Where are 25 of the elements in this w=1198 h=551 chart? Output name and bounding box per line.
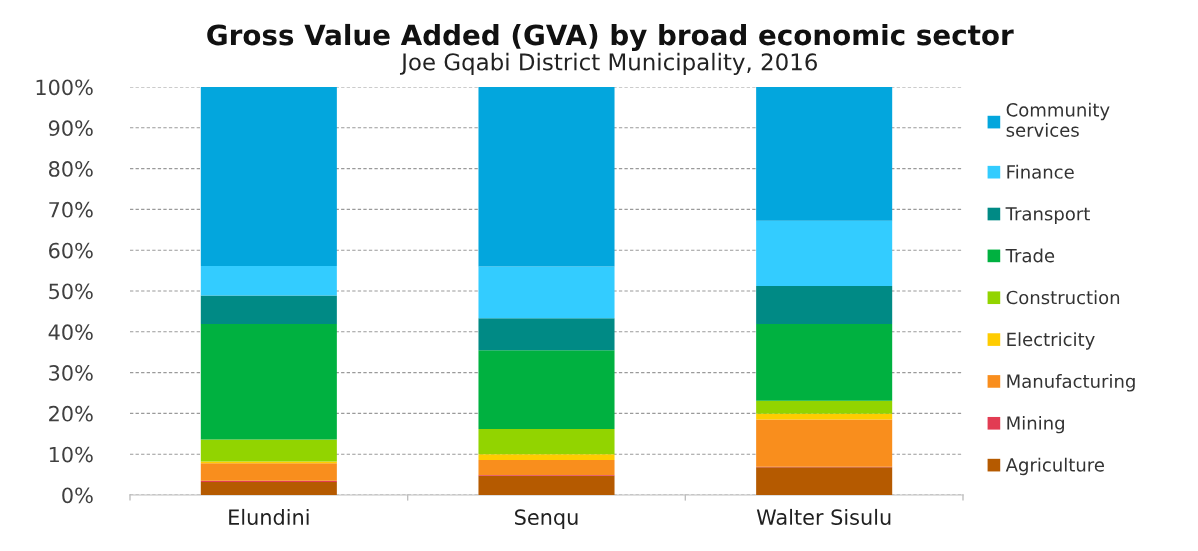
y-tick-label: 60%: [49, 242, 93, 259]
legend-label: Electricity: [1007, 332, 1095, 350]
legend-label: Trade: [1005, 248, 1055, 263]
y-tick-label: 0%: [62, 487, 93, 504]
legend-label: Mining: [1007, 415, 1064, 434]
y-tick-label: 70%: [49, 201, 93, 218]
chart-title: Gross Value Added (GVA) by broad economic sector: [207, 23, 1014, 52]
legend-label: Agriculture: [1005, 457, 1104, 476]
legend-label: Finance: [1007, 164, 1074, 179]
x-tick-label: Senqu: [515, 509, 578, 530]
y-tick-label: 20%: [49, 405, 93, 422]
x-tick-label: Walter Sisulu: [756, 508, 891, 526]
y-tick-label: 30%: [49, 365, 93, 381]
y-tick-label: 80%: [49, 161, 93, 177]
y-tick-label: 50%: [49, 283, 93, 300]
legend-label: Community services: [1006, 102, 1110, 137]
chart-subtitle: Joe Gqabi District Municipality, 2016: [399, 52, 817, 76]
legend-label: Manufacturing: [1007, 374, 1135, 392]
legend-label: Transport: [1005, 207, 1090, 225]
y-tick-label: 40%: [48, 324, 93, 341]
y-tick-label: 90%: [48, 120, 93, 137]
legend-label: Construction: [1006, 290, 1120, 305]
y-tick-label: 10%: [49, 446, 93, 463]
x-tick-label: Elundini: [229, 508, 309, 526]
y-tick-label: 100%: [36, 79, 93, 96]
